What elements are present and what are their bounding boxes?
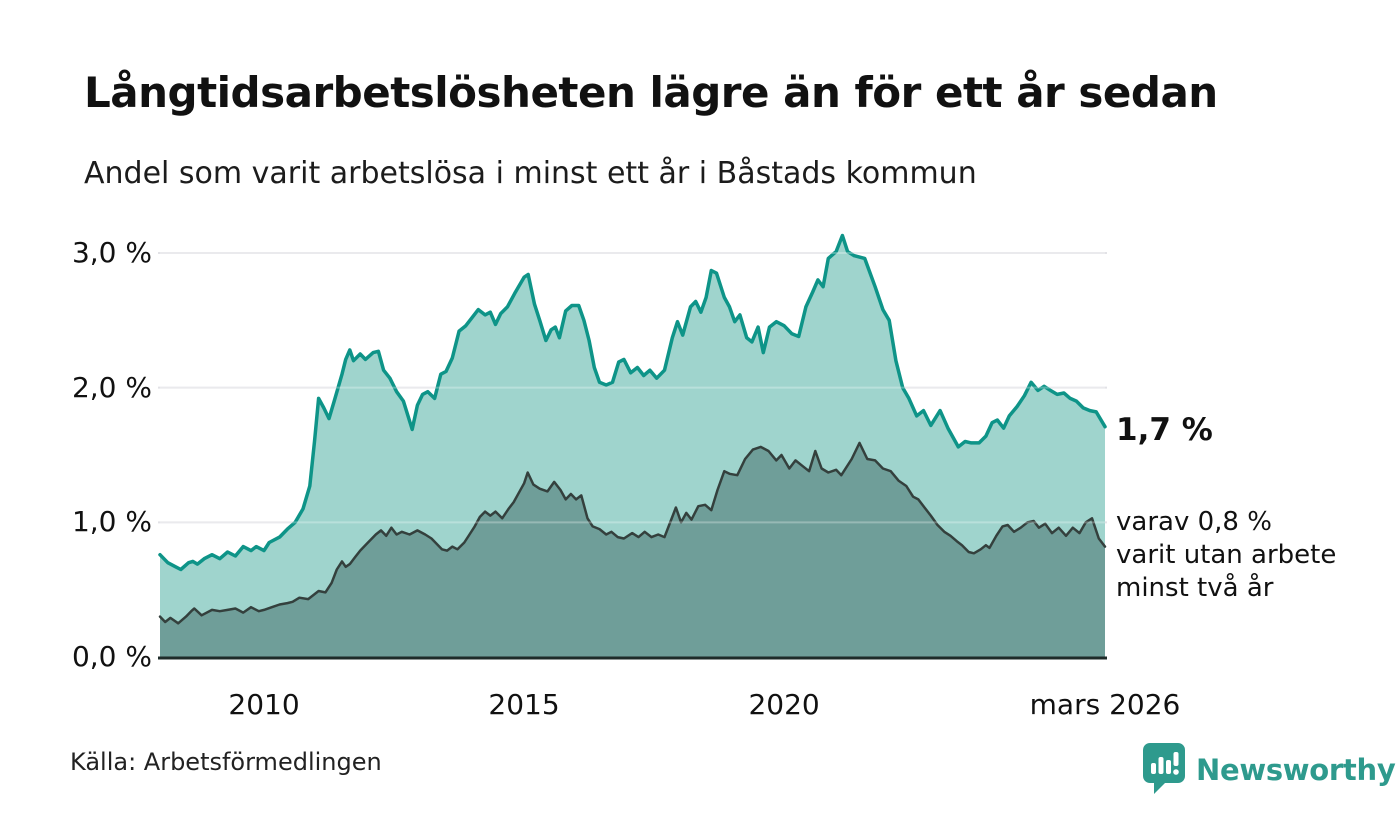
chart-subtitle: Andel som varit arbetslösa i minst ett å… xyxy=(84,156,977,191)
secondary-line-1: varav 0,8 % xyxy=(1116,507,1272,537)
secondary-line-3: minst två år xyxy=(1116,573,1274,603)
area-series-2 xyxy=(160,442,1105,657)
x-axis-label: 2020 xyxy=(748,688,820,721)
x-axis-label: 2015 xyxy=(488,688,560,721)
y-axis-label: 1,0 % xyxy=(71,505,152,539)
page-title: Långtidsarbetslösheten lägre än för ett … xyxy=(84,68,1218,117)
newsworthy-brand: Newsworthy xyxy=(1142,742,1396,798)
y-axis-label: 3,0 % xyxy=(71,235,152,269)
y-axis-label: 0,0 % xyxy=(71,640,152,673)
brand-name: Newsworthy xyxy=(1196,753,1396,787)
source-caption: Källa: Arbetsförmedlingen xyxy=(70,748,382,776)
latest-value-label: 1,7 % xyxy=(1116,412,1213,448)
line-series-2 xyxy=(158,441,1107,625)
secondary-value-label: varav 0,8 % varit utan arbete minst två … xyxy=(1116,506,1336,605)
x-axis-label: mars 2026 xyxy=(1029,688,1181,721)
y-axis-label: 2,0 % xyxy=(71,370,152,404)
newsworthy-logo-icon xyxy=(1143,743,1185,794)
line-series-1 xyxy=(158,233,1107,572)
x-axis-label: 2010 xyxy=(228,688,300,721)
secondary-line-2: varit utan arbete xyxy=(1116,540,1337,570)
